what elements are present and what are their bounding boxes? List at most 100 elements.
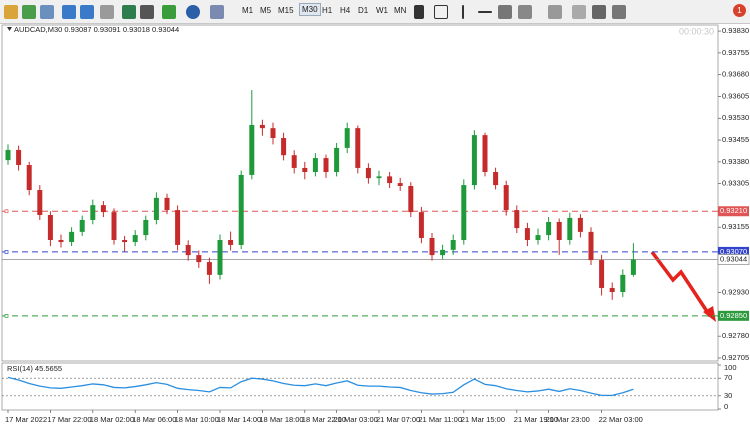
- toolbar: M1 M5 M15 M30 H1 H4 D1 W1 MN 1: [0, 0, 750, 24]
- candle-body: [450, 240, 456, 250]
- toolbar-icon[interactable]: [592, 5, 606, 19]
- x-tick-label: 18 Mar 18:00: [259, 415, 303, 424]
- timeframe-button[interactable]: H4: [340, 6, 351, 15]
- notification-badge[interactable]: 1: [733, 4, 746, 17]
- candle-body: [111, 212, 117, 241]
- x-tick-label: 21 Mar 19:00: [514, 415, 558, 424]
- price-box-label: 0.93044: [720, 254, 747, 263]
- candle-body: [365, 167, 371, 179]
- candle-body: [37, 190, 43, 216]
- toolbar-icon[interactable]: [414, 5, 424, 19]
- x-tick-label: 22 Mar 03:00: [599, 415, 643, 424]
- price-box: [718, 310, 749, 321]
- x-tick-label: 21 Mar 15:00: [461, 415, 505, 424]
- candle-body: [259, 124, 265, 129]
- timeframe-button[interactable]: D1: [358, 6, 369, 15]
- y-tick-label: 0.93605: [722, 91, 749, 100]
- toolbar-icon[interactable]: [612, 5, 626, 19]
- x-tick-label: 21 Mar 03:00: [334, 415, 378, 424]
- price-box-label: 0.93210: [720, 206, 747, 215]
- candle-body: [630, 259, 636, 275]
- candle-body: [249, 124, 255, 175]
- candle-body: [429, 237, 435, 256]
- x-tick-label: 18 Mar 22:00: [302, 415, 346, 424]
- x-tick-label: 18 Mar 06:00: [132, 415, 176, 424]
- candle-body: [440, 249, 446, 256]
- candle-body: [376, 176, 382, 179]
- candle-body: [153, 197, 159, 220]
- candle-body: [493, 172, 499, 186]
- toolbar-icon[interactable]: [122, 5, 136, 19]
- rsi-label: RSI(14) 45.5655: [7, 364, 62, 373]
- chart: AUDCAD,M30 0.93087 0.93091 0.93018 0.930…: [1, 24, 750, 424]
- candle-body: [302, 167, 308, 173]
- toolbar-icon[interactable]: [548, 5, 562, 19]
- toolbar-icon[interactable]: [140, 5, 154, 19]
- toolbar-icon[interactable]: [162, 5, 176, 19]
- candle-body: [482, 135, 488, 173]
- candle-body: [323, 158, 329, 173]
- rsi-tick-label: 0: [724, 402, 728, 411]
- candle-body: [514, 210, 520, 229]
- candle-body: [312, 158, 318, 173]
- toolbar-icon[interactable]: [518, 5, 532, 19]
- candle-body: [143, 219, 149, 236]
- toolbar-icon[interactable]: [498, 5, 512, 19]
- timeframe-button[interactable]: MN: [394, 6, 407, 15]
- toolbar-icon[interactable]: [210, 5, 224, 19]
- level-marker: [4, 313, 9, 318]
- candle-body: [47, 215, 53, 241]
- candle-body: [270, 128, 276, 139]
- toolbar-icon[interactable]: [100, 5, 114, 19]
- x-tick-label: 17 Mar 22:00: [47, 415, 91, 424]
- y-tick-label: 0.93455: [722, 135, 749, 144]
- y-tick-label: 0.92705: [722, 353, 749, 362]
- toolbar-icon[interactable]: [4, 5, 18, 19]
- candle-body: [418, 212, 424, 238]
- rsi-line: [7, 376, 634, 397]
- candle-body: [5, 149, 11, 161]
- candle-body: [122, 240, 128, 243]
- price-box: [718, 246, 749, 257]
- timeframe-button[interactable]: H1: [322, 6, 333, 15]
- toolbar-icon[interactable]: [462, 5, 464, 19]
- x-tick-label: 21 Mar 07:00: [376, 415, 420, 424]
- timeframe-button[interactable]: M15: [278, 6, 294, 15]
- candle-body: [599, 260, 605, 288]
- toolbar-icon[interactable]: [186, 5, 200, 19]
- toolbar-icon[interactable]: [40, 5, 54, 19]
- toolbar-icon[interactable]: [478, 11, 492, 13]
- candle-body: [397, 183, 403, 186]
- candle-body: [69, 231, 75, 243]
- toolbar-icon[interactable]: [62, 5, 76, 19]
- candle-body: [164, 197, 170, 211]
- candle-body: [503, 185, 509, 211]
- candle-body: [620, 274, 626, 293]
- toolbar-icon[interactable]: [22, 5, 36, 19]
- price-box-label: 0.92850: [720, 311, 747, 320]
- x-tick-label: 18 Mar 10:00: [175, 415, 219, 424]
- candle-body: [238, 174, 244, 245]
- y-tick-label: 0.93155: [722, 222, 749, 231]
- candle-body: [100, 205, 106, 213]
- toolbar-icon[interactable]: [80, 5, 94, 19]
- candle-body: [556, 221, 562, 241]
- candle-body: [334, 147, 340, 173]
- candle-body: [355, 128, 361, 168]
- candle-body: [175, 210, 181, 245]
- x-tick-label: 21 Mar 11:00: [418, 415, 462, 424]
- candle-body: [588, 231, 594, 261]
- x-tick-label: 18 Mar 14:00: [217, 415, 261, 424]
- x-tick-label: 17 Mar 2022: [5, 415, 47, 424]
- price-box: [717, 254, 750, 265]
- candle-body: [408, 185, 414, 213]
- timeframe-button[interactable]: W1: [376, 6, 388, 15]
- y-tick-label: 0.93755: [722, 48, 749, 57]
- toolbar-icon[interactable]: [434, 5, 448, 19]
- timeframe-button[interactable]: M1: [242, 6, 254, 15]
- title-marker: [7, 27, 12, 31]
- y-tick-label: 0.92780: [722, 331, 749, 340]
- timeframe-button[interactable]: M5: [260, 6, 272, 15]
- timeframe-button[interactable]: M30: [299, 3, 321, 16]
- toolbar-icon[interactable]: [572, 5, 586, 19]
